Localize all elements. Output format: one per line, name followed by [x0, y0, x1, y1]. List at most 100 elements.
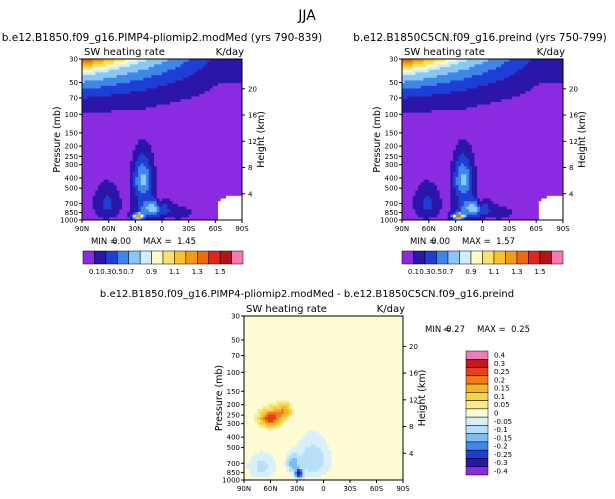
heatmap-cell [116, 112, 120, 116]
heatmap-cell [204, 101, 208, 106]
heatmap-cell [442, 67, 446, 71]
heatmap-cell [82, 75, 86, 79]
heatmap-cell [236, 120, 240, 124]
heatmap-cell [560, 96, 564, 100]
heatmap-cell [164, 83, 168, 87]
heatmap-cell [119, 72, 123, 76]
heatmap-cell [236, 88, 240, 92]
heatmap-cell [114, 195, 118, 199]
heatmap-cell [140, 67, 144, 71]
heatmap-cell [188, 150, 192, 154]
heatmap-cell [423, 112, 427, 116]
heatmap-cell [159, 142, 163, 146]
heatmap-cell [154, 118, 158, 122]
heatmap-cell [119, 169, 123, 173]
heatmap-cell [239, 72, 243, 76]
heatmap-cell [138, 134, 142, 138]
heatmap-cell [194, 155, 198, 159]
heatmap-cell [212, 203, 216, 207]
heatmap-cell [239, 214, 243, 218]
heatmap-cell [175, 144, 179, 148]
heatmap-cell [228, 150, 232, 154]
heatmap-cell [196, 217, 200, 221]
heatmap-cell [82, 112, 86, 116]
heatmap-cell [122, 182, 126, 186]
heatmap-cell [207, 214, 211, 218]
heatmap-cell [90, 166, 94, 170]
heatmap-cell [236, 152, 240, 156]
heatmap-cell [122, 75, 126, 79]
heatmap-cell [108, 169, 112, 173]
heatmap-cell [234, 77, 238, 81]
heatmap-cell [407, 64, 411, 68]
heatmap-cell [495, 61, 499, 65]
heatmap-cell [98, 155, 102, 159]
heatmap-cell [447, 69, 451, 73]
heatmap-cell [501, 85, 505, 89]
heatmap-cell [207, 136, 211, 140]
heatmap-cell [143, 128, 147, 132]
heatmap-cell [154, 152, 158, 156]
heatmap-cell [490, 75, 494, 79]
heatmap-cell [90, 101, 94, 106]
heatmap-cell [130, 163, 134, 167]
heatmap-cell [231, 147, 235, 151]
heatmap-cell [82, 144, 86, 148]
heatmap-cell [170, 195, 174, 199]
heatmap-cell [471, 88, 475, 92]
heatmap-cell [191, 69, 195, 73]
heatmap-cell [92, 93, 96, 97]
heatmap-cell [111, 203, 115, 207]
colorbar-swatch [162, 250, 175, 265]
heatmap-cell [239, 187, 243, 191]
heatmap-cell [220, 203, 224, 207]
heatmap-cell [410, 115, 414, 119]
heatmap-cell [541, 96, 545, 100]
heatmap-cell [111, 96, 115, 100]
heatmap-cell [119, 104, 123, 108]
heatmap-cell [220, 99, 224, 103]
heatmap-cell [493, 112, 497, 116]
heatmap-cell [111, 195, 115, 199]
heatmap-cell [469, 59, 473, 63]
heatmap-cell [172, 160, 176, 165]
heatmap-cell [487, 88, 491, 92]
heatmap-cell [199, 91, 203, 95]
heatmap-cell [231, 91, 235, 95]
heatmap-cell [130, 209, 134, 213]
heatmap-cell [95, 190, 99, 194]
heatmap-cell [138, 171, 142, 175]
heatmap-cell [151, 64, 155, 68]
heatmap-cell [132, 201, 136, 205]
heatmap-cell [122, 77, 126, 81]
heatmap-cell [223, 107, 227, 111]
heatmap-cell [84, 61, 88, 65]
heatmap-cell [106, 160, 110, 165]
heatmap-cell [204, 185, 208, 189]
heatmap-cell [207, 166, 211, 170]
heatmap-cell [98, 59, 102, 63]
heatmap-cell [98, 185, 102, 189]
heatmap-cell [538, 109, 542, 114]
heatmap-cell [87, 169, 91, 173]
heatmap-cell [124, 203, 128, 207]
heatmap-cell [218, 174, 222, 178]
heatmap-cell [159, 67, 163, 71]
heatmap-cell [135, 158, 139, 162]
heatmap-cell [186, 209, 190, 213]
heatmap-cell [202, 118, 206, 122]
heatmap-cell [151, 166, 155, 170]
heatmap-cell [218, 107, 222, 111]
heatmap-cell [194, 171, 198, 175]
heatmap-cell [191, 67, 195, 71]
heatmap-cell [130, 152, 134, 156]
heatmap-cell [431, 88, 435, 92]
heatmap-cell [215, 182, 219, 186]
heatmap-cell [124, 147, 128, 151]
heatmap-cell [202, 59, 206, 63]
heatmap-cell [239, 67, 243, 71]
heatmap-cell [178, 128, 182, 132]
heatmap-cell [212, 179, 216, 183]
heatmap-cell [458, 99, 462, 103]
heatmap-cell [154, 195, 158, 199]
